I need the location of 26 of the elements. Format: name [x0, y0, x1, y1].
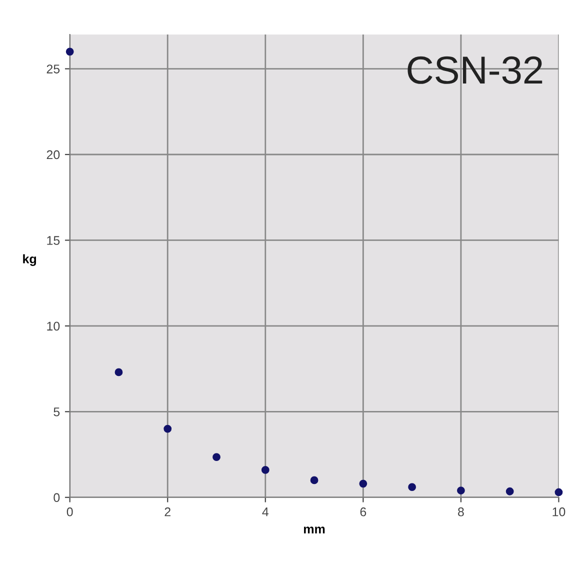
point [114, 368, 123, 376]
point [554, 488, 563, 496]
chart-title: CSN-32 [408, 56, 542, 84]
x-axis-title: mm [304, 526, 325, 534]
x-tick-label: 6 [360, 507, 366, 516]
point [66, 48, 74, 56]
point [506, 487, 514, 496]
y-tick-label: 20 [46, 150, 60, 160]
x-tick-label: 8 [458, 507, 464, 516]
x-tick-label: 4 [262, 508, 268, 516]
y-tick-label: 5 [54, 408, 60, 416]
y-tick-label: 25 [46, 64, 60, 74]
point [261, 466, 270, 474]
point [408, 483, 416, 492]
y-axis-title: kg [23, 254, 36, 266]
point [359, 480, 368, 488]
y-tick-label: 15 [47, 236, 60, 245]
y-tick-label: 10 [47, 322, 60, 331]
point [456, 486, 465, 494]
y-tick-label: 0 [54, 493, 60, 502]
point [310, 476, 318, 484]
x-tick-label: 2 [164, 507, 170, 516]
x-tick-label: 10 [552, 507, 566, 516]
point [212, 453, 220, 462]
point [164, 424, 172, 433]
x-tick-label: 0 [66, 507, 73, 516]
